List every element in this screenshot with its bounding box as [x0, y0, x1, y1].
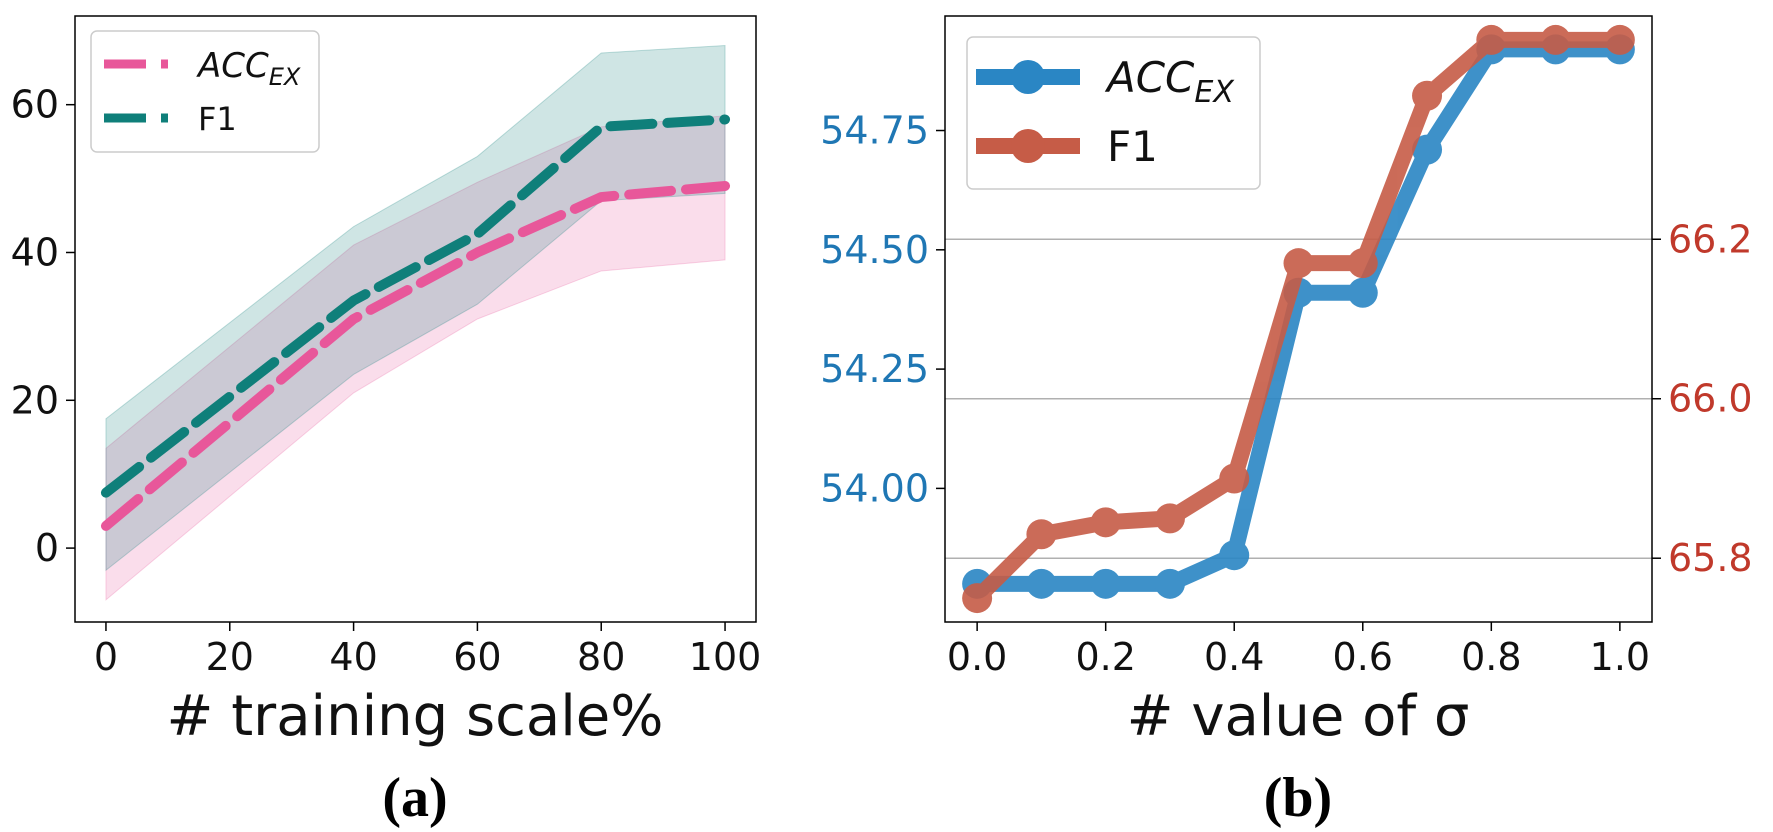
series-point-1 [1219, 463, 1250, 494]
right-y-tick-label: 65.8 [1668, 536, 1753, 580]
series-point-0 [1154, 568, 1185, 599]
panel-a-x-ticks: 0 20 40 60 80 100 [94, 622, 761, 679]
left-y-tick-label: 54.50 [820, 228, 929, 272]
y-tick-label: 40 [11, 230, 59, 274]
y-tick-label: 0 [35, 526, 59, 570]
x-tick-label: 60 [453, 635, 501, 679]
panel-b-right-y-ticks: 65.8 66.0 66.2 [1652, 217, 1753, 580]
panel-b-x-ticks: 0.0 0.2 0.4 0.6 0.8 1.0 [947, 622, 1650, 679]
band-0 [105, 115, 726, 601]
series-point-0 [1412, 134, 1443, 165]
panel-b-legend-marker-f1 [1011, 129, 1045, 163]
panel-a-y-ticks: 0 20 40 60 [11, 83, 75, 570]
x-tick-label: 0.4 [1204, 635, 1264, 679]
x-tick-label: 0.0 [947, 635, 1007, 679]
band-1 [105, 45, 726, 572]
left-y-tick-label: 54.00 [820, 466, 929, 510]
right-y-tick-label: 66.2 [1668, 217, 1753, 261]
panel-b-left-y-ticks: 54.00 54.25 54.50 54.75 [820, 109, 945, 510]
series-point-0 [1219, 540, 1250, 571]
series-point-1 [962, 583, 993, 614]
x-tick-label: 0 [94, 635, 118, 679]
panel-a-legend-box [90, 30, 320, 153]
right-y-tick-label: 66.0 [1668, 377, 1753, 421]
panel-a-legend: ACCEX F1 [90, 30, 320, 153]
panel-a-lines [100, 114, 731, 531]
panel-a-legend-label-acc: ACCEX [196, 46, 301, 91]
x-tick-label: 100 [689, 635, 762, 679]
series-point-0 [1026, 568, 1057, 599]
panel-b-legend-label-acc: ACCEX [1104, 53, 1235, 110]
series-point-1 [1090, 507, 1121, 538]
x-tick-label: 0.2 [1075, 635, 1135, 679]
panel-b-frame [944, 15, 1653, 623]
series-point-1 [1604, 24, 1635, 55]
panel-a-legend-label-f1: F1 [198, 100, 237, 138]
series-point-1 [1412, 80, 1443, 111]
left-y-tick-label: 54.75 [820, 109, 929, 153]
panel-b-legend-marker-acc [1011, 60, 1045, 94]
x-tick-label: 20 [206, 635, 254, 679]
panel-b-x-label: # value of σ [1127, 684, 1470, 749]
series-point-0 [1347, 277, 1378, 308]
y-tick-label: 60 [11, 83, 59, 127]
panel-a: 0 20 40 60 80 100 0 20 40 60 # training scale% (… [11, 15, 761, 829]
series-point-1 [1283, 248, 1314, 279]
x-tick-label: 40 [329, 635, 377, 679]
series-line-0 [100, 180, 731, 531]
panel-a-label: (a) [382, 767, 447, 829]
left-y-tick-label: 54.25 [820, 347, 929, 391]
panel-b-legend: ACCEX F1 [966, 36, 1261, 190]
series-point-1 [1347, 248, 1378, 279]
panel-b-legend-label-f1: F1 [1107, 122, 1158, 171]
series-1 [962, 24, 1635, 614]
y-tick-label: 20 [11, 378, 59, 422]
x-tick-label: 1.0 [1590, 635, 1650, 679]
series-line-1 [100, 114, 731, 498]
panel-b-grid [945, 238, 1652, 559]
x-tick-label: 0.6 [1333, 635, 1393, 679]
series-point-0 [1090, 568, 1121, 599]
panel-b-lines [962, 24, 1635, 614]
panel-a-bands [105, 45, 726, 601]
panel-b: 0.0 0.2 0.4 0.6 0.8 1.0 54.0054.2554.5054.75 … [820, 15, 1753, 829]
series-point-1 [1540, 24, 1571, 55]
panel-a-x-label: # training scale% [167, 684, 664, 749]
series-point-1 [1026, 519, 1057, 550]
panel-b-label: (b) [1264, 767, 1332, 829]
panel-a-frame [74, 15, 757, 623]
series-point-1 [1476, 24, 1507, 55]
x-tick-label: 0.8 [1461, 635, 1521, 679]
x-tick-label: 80 [577, 635, 625, 679]
series-point-1 [1154, 503, 1185, 534]
